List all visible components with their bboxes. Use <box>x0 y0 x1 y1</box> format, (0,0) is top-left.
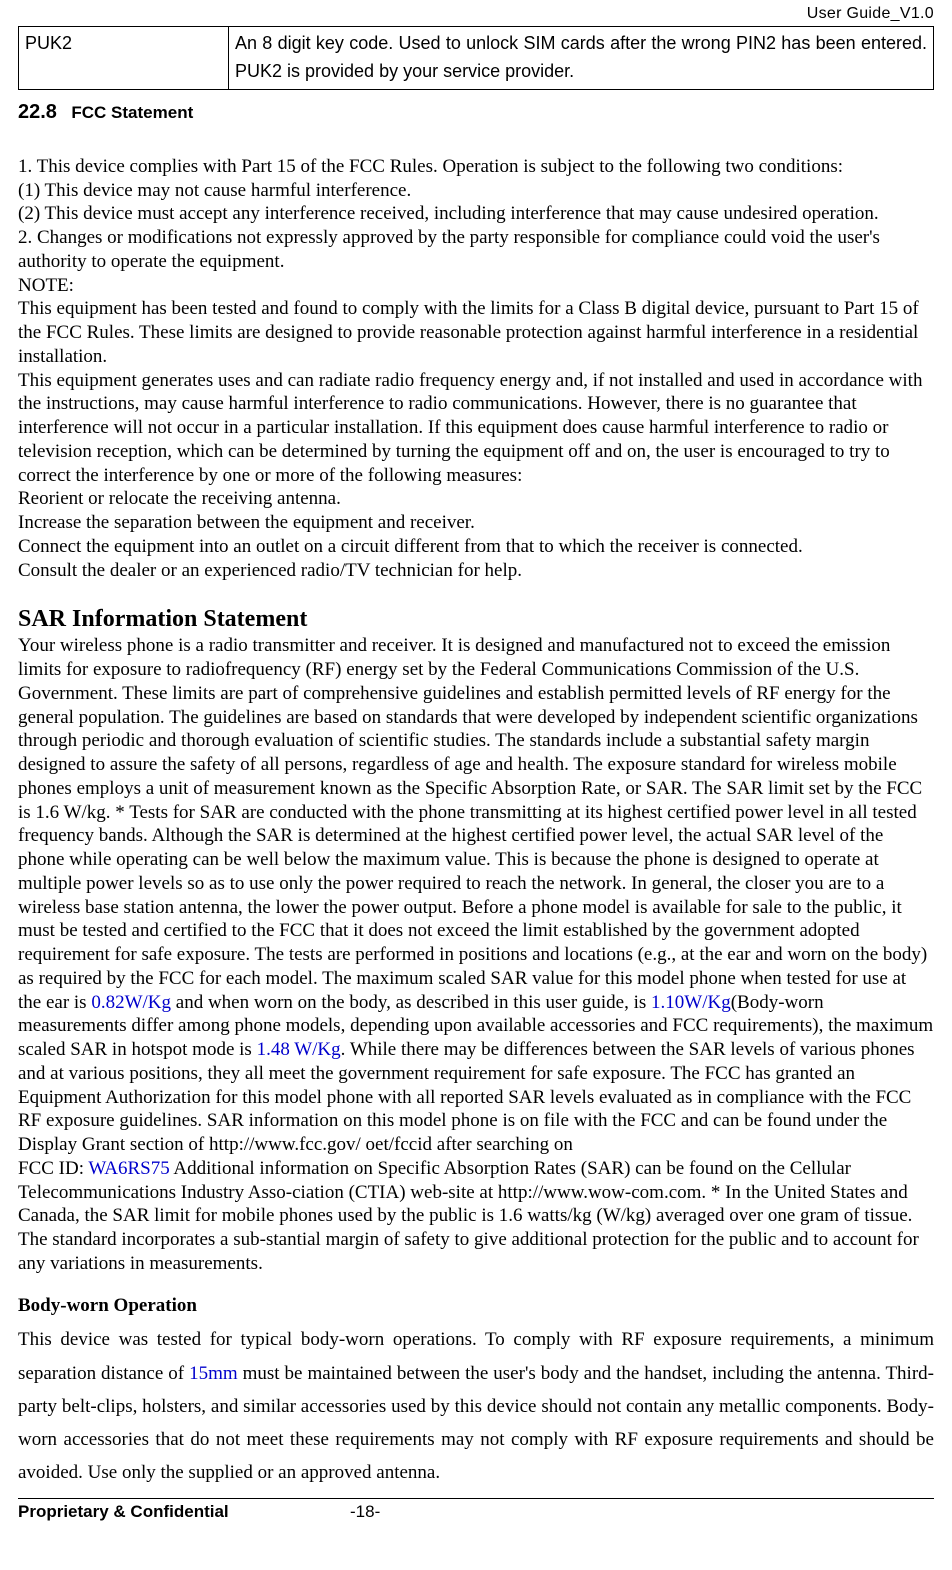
puk-table: PUK2 An 8 digit key code. Used to unlock… <box>18 26 934 90</box>
fcc-id-value: WA6RS75 <box>88 1158 169 1179</box>
fcc-line: Reorient or relocate the receiving anten… <box>18 487 934 511</box>
section-heading: 22.8 FCC Statement <box>18 100 934 125</box>
sar-text: FCC ID: <box>18 1158 88 1179</box>
sar-value-hotspot: 1.48 W/Kg <box>257 1039 341 1060</box>
fcc-line: This equipment generates uses and can ra… <box>18 369 934 488</box>
sar-paragraph-2: FCC ID: WA6RS75 Additional information o… <box>18 1157 934 1276</box>
sar-text: Your wireless phone is a radio transmitt… <box>18 635 927 1012</box>
puk-term: PUK2 <box>19 27 229 90</box>
bwo-distance: 15mm <box>189 1363 238 1384</box>
sar-body: Your wireless phone is a radio transmitt… <box>18 634 934 1275</box>
fcc-line: (1) This device may not cause harmful in… <box>18 179 934 203</box>
sar-text: and when worn on the body, as described … <box>171 992 651 1013</box>
fcc-line: NOTE: <box>18 274 934 298</box>
fcc-line: Connect the equipment into an outlet on … <box>18 535 934 559</box>
footer-right <box>642 1501 934 1522</box>
body-worn-heading: Body-worn Operation <box>18 1294 934 1318</box>
header-doc-id: User Guide_V1.0 <box>18 4 934 24</box>
fcc-line: (2) This device must accept any interfer… <box>18 202 934 226</box>
fcc-line: This equipment has been tested and found… <box>18 297 934 368</box>
fcc-line: 2. Changes or modifications not expressl… <box>18 226 934 274</box>
puk-definition: An 8 digit key code. Used to unlock SIM … <box>229 27 934 90</box>
sar-heading: SAR Information Statement <box>18 604 934 634</box>
fcc-line: Increase the separation between the equi… <box>18 511 934 535</box>
fcc-statement-body: 1. This device complies with Part 15 of … <box>18 155 934 583</box>
page-footer: Proprietary & Confidential -18- <box>18 1498 934 1522</box>
table-row: PUK2 An 8 digit key code. Used to unlock… <box>19 27 934 90</box>
fcc-line: 1. This device complies with Part 15 of … <box>18 155 934 179</box>
fcc-line: Consult the dealer or an experienced rad… <box>18 559 934 583</box>
section-number: 22.8 <box>18 101 57 123</box>
sar-paragraph-1: Your wireless phone is a radio transmitt… <box>18 634 934 1157</box>
section-title: FCC Statement <box>71 103 193 122</box>
sar-value-body: 1.10W/Kg <box>651 992 731 1013</box>
footer-page-number: -18- <box>310 1501 642 1522</box>
body-worn-text: This device was tested for typical body-… <box>18 1323 934 1489</box>
footer-left: Proprietary & Confidential <box>18 1501 310 1522</box>
sar-value-ear: 0.82W/Kg <box>91 992 171 1013</box>
